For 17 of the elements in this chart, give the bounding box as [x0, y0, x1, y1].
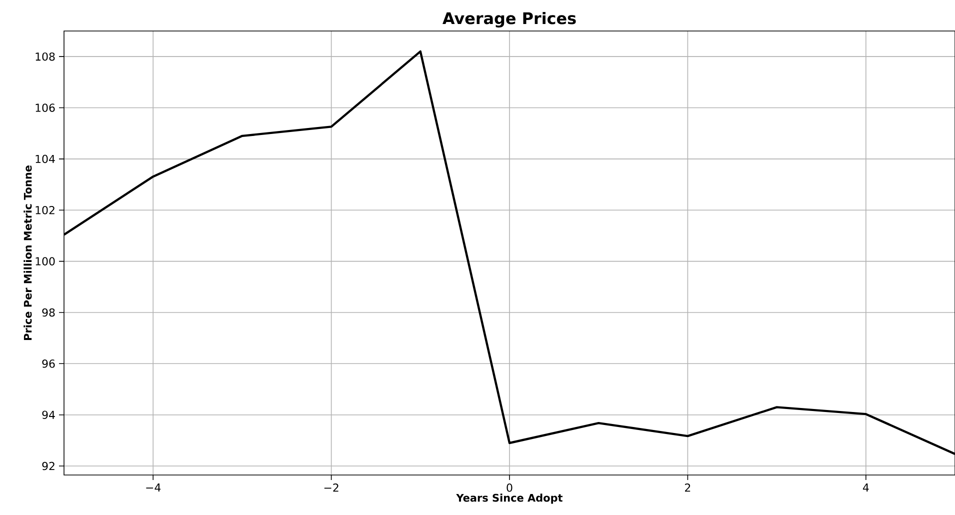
y-tick-label: 104 [36, 154, 55, 164]
y-tick-label: 92 [42, 462, 54, 470]
chart-title: Average Prices [442, 12, 576, 28]
y-tick-label: 100 [36, 257, 55, 266]
y-tick-label: 102 [36, 206, 54, 214]
y-tick-label: 94 [42, 410, 55, 419]
x-tick-label: 4 [862, 484, 869, 492]
x-tick-label: 0 [506, 484, 512, 492]
x-axis-title: Years Since Adopt [456, 494, 563, 504]
x-tick-label: 2 [685, 484, 690, 492]
y-tick-label: 108 [36, 52, 55, 61]
x-tick-label: −2 [324, 484, 338, 492]
x-tick-label: −4 [146, 484, 161, 492]
y-tick-label: 96 [42, 360, 55, 368]
y-axis-title: Price Per Million Metric Tonne [24, 166, 32, 340]
y-tick-label: 98 [42, 308, 55, 317]
y-tick-label: 106 [36, 104, 55, 112]
